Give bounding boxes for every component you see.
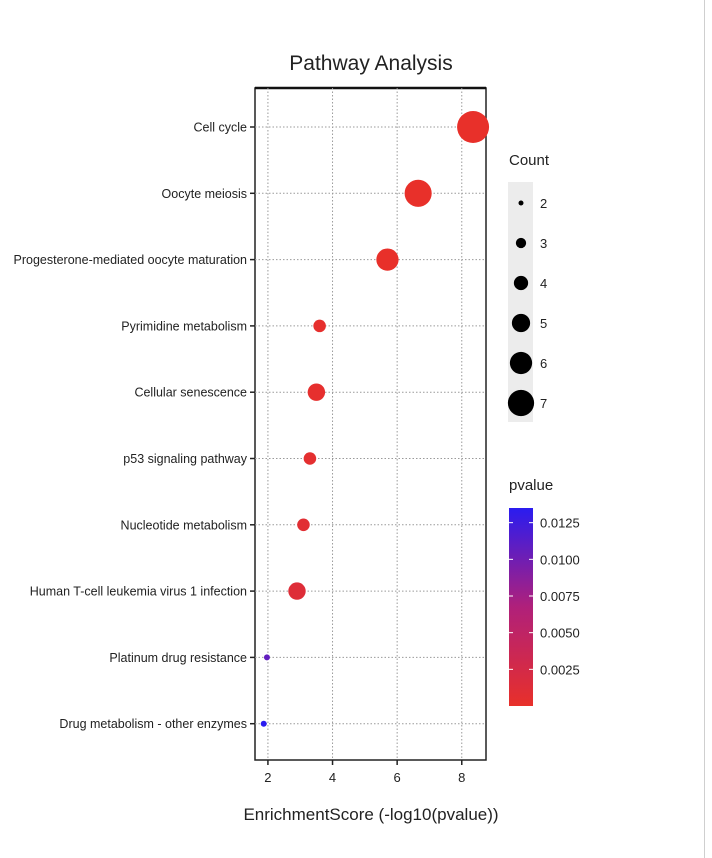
count-legend-dot: [511, 313, 531, 333]
pvalue-legend-label: 0.0100: [540, 552, 580, 567]
panel-border: [254, 87, 487, 761]
count-legend-key-background: [508, 182, 533, 422]
count-legend-title: Count: [509, 152, 550, 169]
pvalue-legend: pvalue 0.0125 0.0100 0.0075 0.0050 0.0025: [509, 477, 580, 706]
count-legend-label: 3: [540, 236, 547, 251]
count-legend-label: 2: [540, 196, 547, 211]
data-point: [404, 179, 432, 207]
data-point: [457, 111, 490, 143]
count-legend: Count 2 3 4 5 6 7: [507, 152, 550, 422]
y-axis-labels: Cell cycle Oocyte meiosis Progesterone-med…: [14, 121, 255, 731]
plot-panel: [254, 86, 487, 761]
y-tick-label: Oocyte meiosis: [162, 187, 247, 201]
x-tick-label: 4: [329, 770, 336, 785]
x-tick-label: 2: [264, 770, 271, 785]
data-points: [260, 111, 490, 727]
y-tick-label: Pyrimidine metabolism: [121, 319, 247, 333]
y-tick-label: Platinum drug resistance: [109, 651, 247, 665]
count-legend-dot: [515, 237, 527, 249]
y-tick-label: p53 signaling pathway: [123, 452, 247, 466]
data-point: [303, 452, 317, 465]
count-legend-dot: [509, 351, 533, 375]
y-tick-label: Cellular senescence: [134, 386, 247, 400]
y-tick-label: Human T-cell leukemia virus 1 infection: [30, 585, 247, 599]
count-legend-dot: [507, 389, 535, 417]
data-point: [307, 383, 326, 401]
pvalue-legend-label: 0.0125: [540, 516, 580, 531]
chart-title: Pathway Analysis: [289, 52, 452, 75]
pvalue-legend-label: 0.0075: [540, 589, 580, 604]
y-tick-label: Cell cycle: [194, 121, 248, 135]
x-axis-title: EnrichmentScore (-log10(pvalue)): [243, 805, 498, 824]
count-legend-label: 6: [540, 356, 547, 371]
count-legend-label: 7: [540, 396, 547, 411]
y-tick-label: Nucleotide metabolism: [121, 518, 247, 532]
data-point: [263, 654, 270, 661]
pvalue-legend-label: 0.0050: [540, 626, 580, 641]
data-point: [297, 518, 310, 532]
count-legend-label: 5: [540, 316, 547, 331]
count-legend-label: 4: [540, 276, 547, 291]
count-legend-dot: [513, 275, 529, 291]
count-legend-dot: [518, 200, 524, 206]
data-point: [313, 319, 326, 333]
pvalue-legend-label: 0.0025: [540, 662, 580, 677]
y-tick-label: Drug metabolism - other enzymes: [59, 717, 247, 731]
pvalue-legend-title: pvalue: [509, 477, 553, 494]
y-tick-label: Progesterone-mediated oocyte maturation: [14, 253, 248, 267]
x-tick-label: 6: [394, 770, 401, 785]
page-right-border: [704, 0, 712, 858]
pvalue-colorbar: [509, 508, 533, 706]
x-tick-label: 8: [458, 770, 465, 785]
x-axis-ticks: 2 4 6 8: [264, 760, 465, 785]
data-point: [260, 720, 267, 727]
data-point: [376, 248, 399, 271]
data-point: [288, 582, 306, 600]
